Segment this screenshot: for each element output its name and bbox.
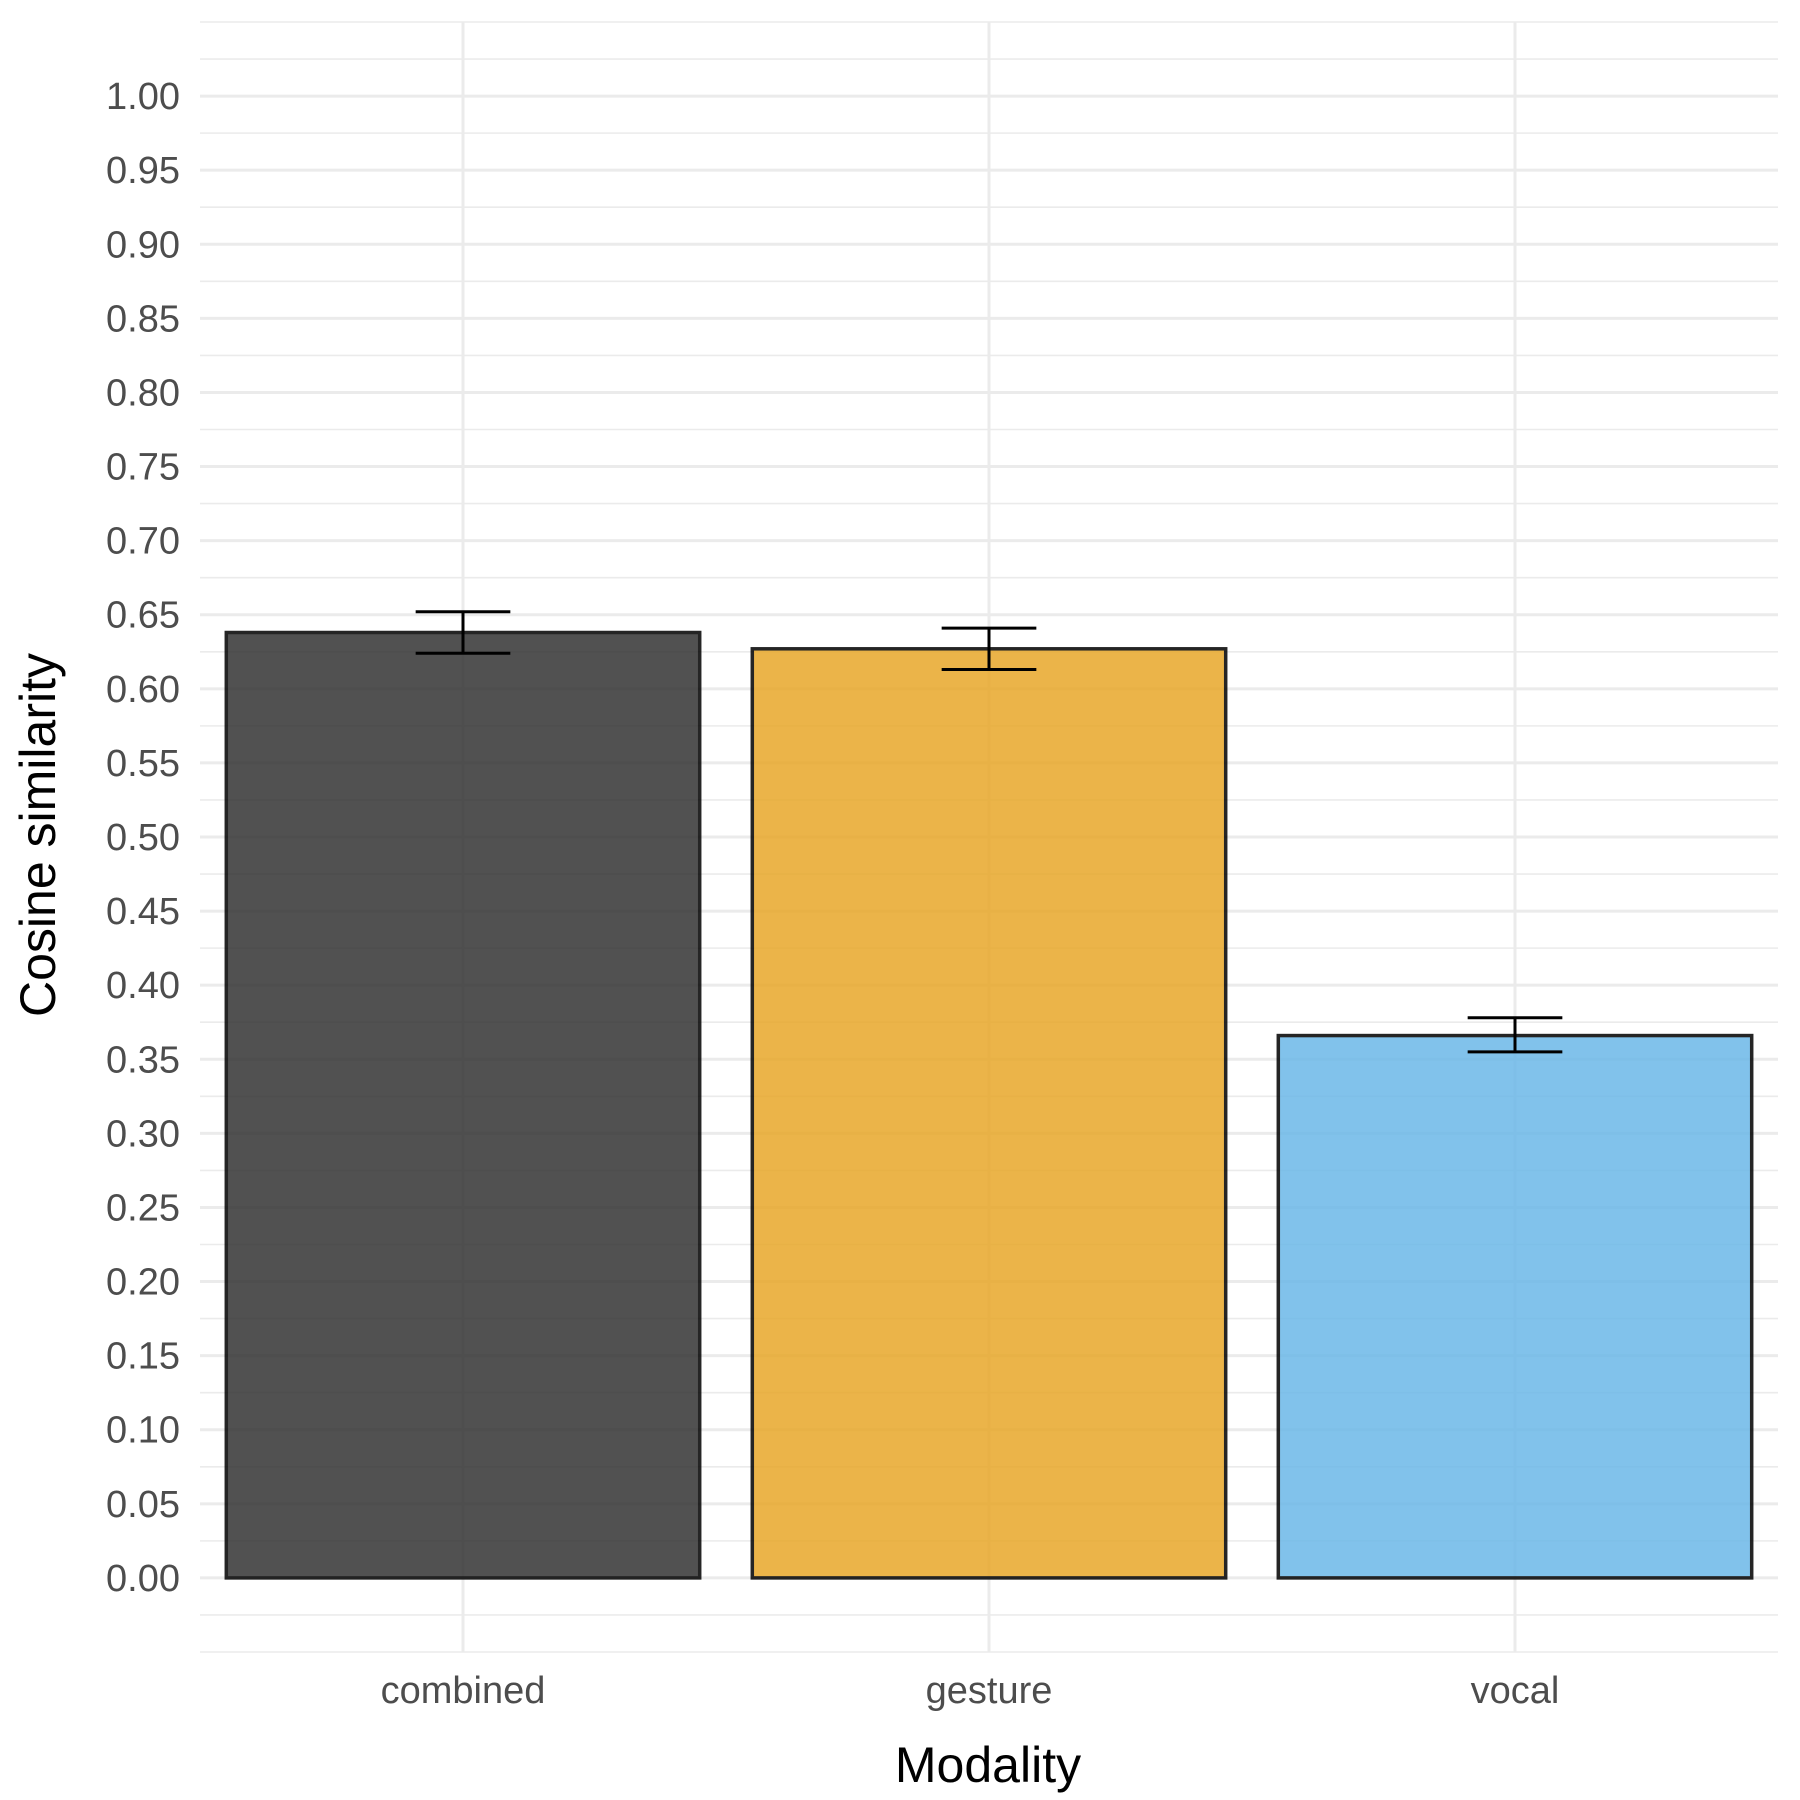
y-tick-label: 0.95 [106,150,180,192]
bar-combined [224,630,702,1580]
x-tick-label: combined [381,1670,546,1712]
y-tick-label: 0.85 [106,298,180,340]
y-tick-label: 0.00 [106,1558,180,1600]
y-tick-label: 0.75 [106,447,180,489]
error-bar-vocal [1467,1016,1563,1054]
y-tick-label: 0.30 [106,1113,180,1155]
y-tick-label: 0.70 [106,521,180,563]
x-axis-title: Modality [895,1737,1081,1793]
y-tick-label: 0.90 [106,224,180,266]
y-tick-label: 0.10 [106,1410,180,1452]
x-axis-ticks: combined gesture vocal [381,1670,1560,1712]
y-axis-ticks: 0.00 0.05 0.10 0.15 0.20 0.25 0.30 0.35 0.40 0.45… [106,76,180,1600]
y-tick-label: 0.65 [106,595,180,637]
y-tick-label: 0.60 [106,669,180,711]
error-bar-combined [415,610,511,655]
y-tick-label: 0.45 [106,891,180,933]
bar-vocal [1276,1033,1754,1580]
y-tick-label: 0.80 [106,372,180,414]
error-bars [415,610,1563,1054]
y-tick-label: 0.15 [106,1336,180,1378]
y-axis-title: Cosine similarity [10,653,66,1017]
y-tick-label: 0.55 [106,743,180,785]
y-tick-label: 0.50 [106,817,180,859]
bar-gesture [750,647,1228,1580]
x-tick-label: vocal [1471,1670,1560,1712]
error-bar-gesture [941,626,1037,672]
y-tick-label: 0.40 [106,965,180,1007]
y-tick-label: 0.35 [106,1039,180,1081]
y-tick-label: 0.05 [106,1484,180,1526]
y-tick-label: 0.20 [106,1262,180,1304]
y-tick-label: 0.25 [106,1187,180,1229]
bars [224,630,1754,1580]
x-tick-label: gesture [926,1670,1053,1712]
y-tick-label: 1.00 [106,76,180,118]
